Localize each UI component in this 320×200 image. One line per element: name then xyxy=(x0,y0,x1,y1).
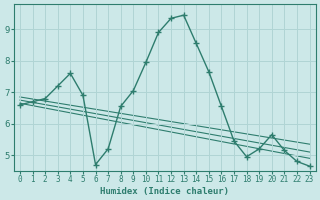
X-axis label: Humidex (Indice chaleur): Humidex (Indice chaleur) xyxy=(100,187,229,196)
